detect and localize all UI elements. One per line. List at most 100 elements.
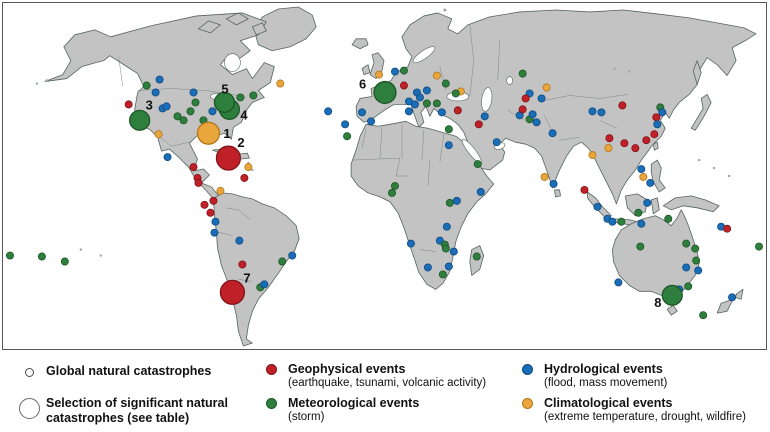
- catastrophe-dot-hydrological: [358, 108, 367, 117]
- catastrophe-dot-hydrological: [415, 93, 424, 102]
- climatological-dot-icon: [521, 398, 533, 409]
- catastrophe-dot-meteorological: [518, 69, 527, 78]
- catastrophe-dot-meteorological: [682, 239, 691, 248]
- island-speck: [45, 79, 49, 82]
- significant-event-number-5: 5: [221, 81, 228, 96]
- catastrophe-dot-hydrological: [449, 247, 458, 256]
- landmass-arctic-islands: [198, 20, 221, 34]
- baltic-sea: [412, 46, 436, 64]
- catastrophe-dot-geophysical: [518, 105, 527, 114]
- catastrophe-dot-climatological: [432, 71, 441, 80]
- catastrophe-dot-geophysical: [631, 144, 640, 153]
- catastrophe-dot-hydrological: [444, 262, 453, 271]
- catastrophe-dot-meteorological: [387, 188, 396, 197]
- legend-detail-meteorological: (storm): [288, 410, 325, 423]
- catastrophe-dot-climatological: [216, 186, 225, 195]
- catastrophe-dot-meteorological: [441, 244, 450, 253]
- landmass-taiwan: [652, 141, 659, 151]
- catastrophe-dot-hydrological: [593, 202, 602, 211]
- significant-event-circle-5: [213, 91, 236, 114]
- catastrophe-dot-hydrological: [653, 120, 662, 129]
- catastrophe-dot-geophysical: [580, 185, 589, 194]
- catastrophe-dot-hydrological: [694, 266, 703, 275]
- catastrophe-dot-hydrological: [476, 187, 485, 196]
- catastrophe-dot-meteorological: [173, 112, 182, 121]
- catastrophe-dot-meteorological: [249, 91, 258, 100]
- catastrophe-dot-meteorological: [432, 99, 441, 108]
- catastrophe-dot-hydrological: [658, 108, 667, 117]
- catastrophe-dot-geophysical: [618, 101, 627, 110]
- catastrophe-dot-meteorological: [617, 217, 626, 226]
- catastrophe-dot-hydrological: [410, 100, 419, 109]
- catastrophe-dot-geophysical: [240, 174, 249, 182]
- catastrophe-dot-hydrological: [549, 179, 558, 188]
- catastrophe-dot-hydrological: [151, 88, 160, 97]
- catastrophe-dot-geophysical: [474, 120, 483, 129]
- island-speck: [99, 254, 102, 257]
- landmass-new-zealand: [734, 288, 744, 300]
- legend-detail-climatological: (extreme temperature, drought, wildfire): [544, 410, 746, 423]
- catastrophe-dot-hydrological: [211, 217, 220, 226]
- catastrophe-dot-geophysical: [124, 100, 133, 109]
- catastrophe-dot-meteorological: [473, 160, 482, 169]
- catastrophe-dot-meteorological: [142, 81, 151, 90]
- catastrophe-dot-geophysical: [620, 139, 629, 148]
- catastrophe-dot-hydrological: [452, 196, 461, 205]
- legend-label-hydrological: Hydrological events: [544, 362, 663, 376]
- catastrophe-dot-meteorological: [755, 242, 764, 251]
- catastrophe-dot-meteorological: [186, 107, 195, 116]
- legend-item-selection: Selection of significant natural catastr…: [12, 396, 251, 426]
- legend-label-geophysical: Geophysical events: [288, 362, 406, 376]
- significant-event-circle-1: [196, 121, 221, 145]
- catastrophe-dot-geophysical: [650, 130, 659, 139]
- catastrophe-dot-meteorological: [451, 89, 460, 98]
- catastrophe-dot-meteorological: [60, 257, 69, 266]
- significant-event-number-4: 4: [240, 107, 248, 122]
- catastrophe-dot-hydrological: [341, 120, 350, 129]
- catastrophe-dot-meteorological: [692, 256, 701, 265]
- catastrophe-dot-hydrological: [728, 293, 737, 302]
- island-speck: [251, 168, 254, 172]
- catastrophe-dot-meteorological: [399, 66, 408, 75]
- landmass-africa: [350, 120, 495, 290]
- landmasses: [35, 6, 757, 347]
- global-catastrophe-marker: [12, 364, 46, 377]
- legend-item-global: Global natural catastrophes: [12, 364, 211, 379]
- catastrophe-dot-geophysical: [238, 260, 247, 269]
- catastrophe-dot-hydrological: [643, 198, 652, 207]
- catastrophe-dot-hydrological: [260, 280, 269, 289]
- catastrophe-dot-hydrological: [423, 263, 432, 272]
- caspian-sea: [481, 87, 493, 112]
- catastrophe-dot-geophysical: [453, 106, 462, 115]
- catastrophe-dot-meteorological: [636, 242, 645, 251]
- legend-item-meteorological: Meteorological events (storm): [254, 396, 419, 424]
- catastrophe-dot-climatological: [154, 130, 163, 139]
- island-speck: [35, 82, 39, 85]
- landmass-philippines: [650, 159, 666, 193]
- catastrophe-dot-hydrological: [189, 88, 198, 97]
- landmass-tasmania: [666, 304, 678, 316]
- catastrophe-dot-climatological: [276, 79, 285, 88]
- catastrophe-dot-geophysical: [206, 208, 215, 217]
- significant-event-number-3: 3: [146, 97, 153, 112]
- catastrophe-dot-meteorological: [445, 198, 454, 207]
- catastrophe-dot-hydrological: [537, 94, 546, 103]
- catastrophe-dot-climatological: [639, 173, 648, 181]
- catastrophe-dot-hydrological: [422, 86, 431, 95]
- catastrophe-dot-hydrological: [324, 107, 333, 116]
- landmass-sulawesi: [650, 197, 660, 215]
- significant-catastrophe-marker: [12, 396, 46, 419]
- catastrophe-dot-meteorological: [438, 270, 447, 279]
- island-speck: [628, 70, 631, 73]
- catastrophe-dot-meteorological: [5, 251, 14, 260]
- legend: Global natural catastrophes Selection of…: [0, 352, 770, 432]
- catastrophe-dot-hydrological: [548, 129, 557, 138]
- catastrophe-dot-meteorological: [691, 244, 700, 253]
- catastrophe-dot-hydrological: [210, 228, 219, 237]
- catastrophe-dot-hydrological: [155, 75, 164, 84]
- landmass-iceland: [351, 38, 369, 50]
- world-map: 12 3 45 6 7 8: [5, 6, 764, 347]
- catastrophe-dot-geophysical: [200, 200, 209, 209]
- catastrophe-dot-geophysical: [521, 94, 530, 103]
